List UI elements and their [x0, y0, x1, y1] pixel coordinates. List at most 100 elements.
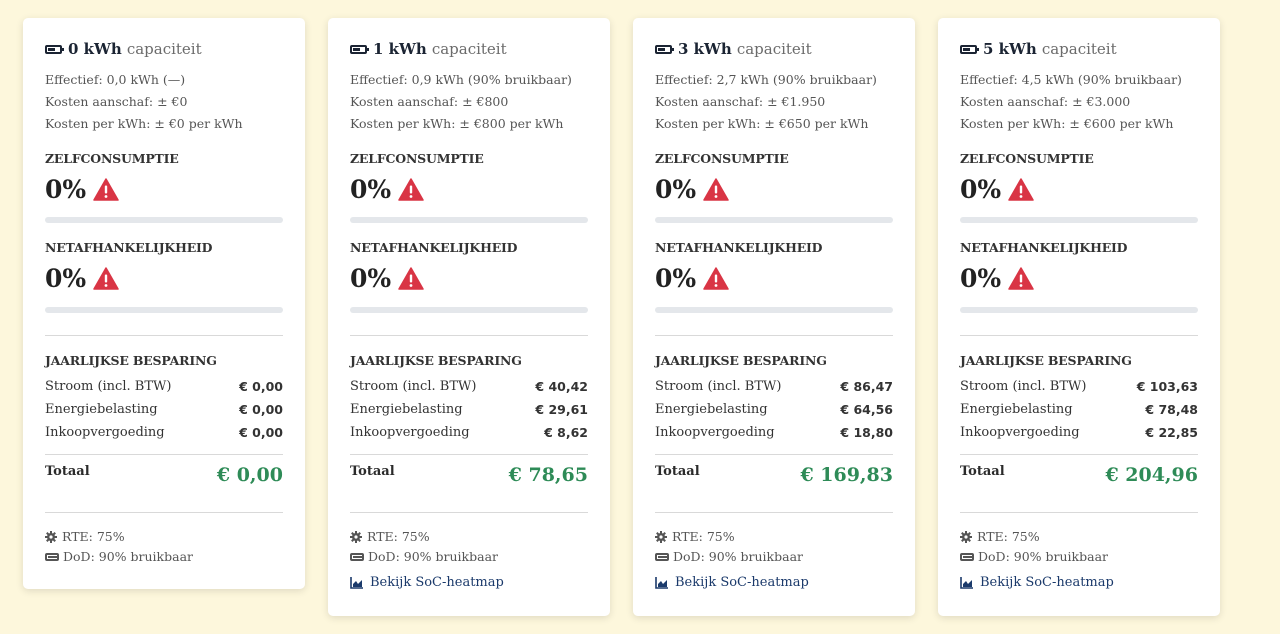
- card-title: 5 kWh capaciteit: [960, 40, 1117, 58]
- totaal-label: Totaal: [960, 464, 1005, 479]
- zelfconsumptie-value: 0%: [45, 175, 119, 204]
- netafhankelijkheid-label: NETAFHANKELIJKHEID: [655, 240, 823, 255]
- divider: [350, 454, 588, 455]
- energiebelasting-label: Energiebelasting: [350, 402, 463, 417]
- zelfconsumptie-bar: [45, 217, 283, 223]
- stroom-label: Stroom (incl. BTW): [45, 379, 172, 394]
- stroom-value: € 86,47: [840, 379, 893, 394]
- stroom-row: Stroom (incl. BTW) € 0,00: [45, 379, 283, 394]
- divider: [960, 454, 1198, 455]
- soc-heatmap-link[interactable]: Bekijk SoC-heatmap: [350, 575, 504, 590]
- stroom-value: € 0,00: [239, 379, 283, 394]
- kosten-aanschaf-text: Kosten aanschaf: ± €3.000: [960, 94, 1131, 109]
- netafhankelijkheid-value: 0%: [655, 264, 729, 293]
- netafhankelijkheid-percent: 0%: [960, 264, 1002, 293]
- jaarlijkse-besparing-label: JAARLIJKSE BESPARING: [45, 353, 217, 368]
- warning-icon: [93, 267, 119, 290]
- dod-text: DoD: 90% bruikbaar: [978, 549, 1108, 564]
- capacity-value: 3 kWh: [678, 40, 732, 58]
- divider: [350, 335, 588, 336]
- kosten-aanschaf-text: Kosten aanschaf: ± €0: [45, 94, 188, 109]
- netafhankelijkheid-percent: 0%: [655, 264, 697, 293]
- dod-info: DoD: 90% bruikbaar: [45, 549, 193, 564]
- effectief-text: Effectief: 0,0 kWh (—): [45, 72, 186, 87]
- energiebelasting-value: € 29,61: [535, 402, 588, 417]
- dod-text: DoD: 90% bruikbaar: [63, 549, 193, 564]
- capacity-suffix: capaciteit: [126, 40, 202, 58]
- zelfconsumptie-label: ZELFCONSUMPTIE: [655, 151, 789, 166]
- gear-icon: [350, 530, 362, 543]
- warning-icon: [398, 178, 424, 201]
- totaal-label: Totaal: [655, 464, 700, 479]
- battery-icon: [960, 44, 979, 54]
- divider: [960, 335, 1198, 336]
- soc-heatmap-link-text[interactable]: Bekijk SoC-heatmap: [675, 575, 809, 590]
- gear-icon: [655, 530, 667, 543]
- inkoopvergoeding-label: Inkoopvergoeding: [655, 425, 775, 440]
- netafhankelijkheid-value: 0%: [960, 264, 1034, 293]
- energiebelasting-value: € 0,00: [239, 402, 283, 417]
- netafhankelijkheid-label: NETAFHANKELIJKHEID: [350, 240, 518, 255]
- zelfconsumptie-percent: 0%: [45, 175, 87, 204]
- dod-text: DoD: 90% bruikbaar: [368, 549, 498, 564]
- totaal-value: € 169,83: [800, 464, 893, 486]
- capacity-value: 1 kWh: [373, 40, 427, 58]
- battery-icon: [655, 552, 669, 561]
- warning-icon: [1008, 267, 1034, 290]
- zelfconsumptie-percent: 0%: [655, 175, 697, 204]
- inkoopvergoeding-label: Inkoopvergoeding: [45, 425, 165, 440]
- card-title: 1 kWh capaciteit: [350, 40, 507, 58]
- battery-icon: [350, 44, 369, 54]
- zelfconsumptie-value: 0%: [655, 175, 729, 204]
- effectief-text: Effectief: 2,7 kWh (90% bruikbaar): [655, 72, 877, 87]
- jaarlijkse-besparing-label: JAARLIJKSE BESPARING: [350, 353, 522, 368]
- kosten-per-kwh-text: Kosten per kWh: ± €600 per kWh: [960, 116, 1174, 131]
- soc-heatmap-link-text[interactable]: Bekijk SoC-heatmap: [980, 575, 1114, 590]
- energiebelasting-row: Energiebelasting € 29,61: [350, 402, 588, 417]
- battery-card-0kwh: 0 kWh capaciteit Effectief: 0,0 kWh (—) …: [23, 18, 305, 589]
- netafhankelijkheid-bar: [655, 307, 893, 313]
- warning-icon: [93, 178, 119, 201]
- battery-icon: [655, 44, 674, 54]
- zelfconsumptie-label: ZELFCONSUMPTIE: [350, 151, 484, 166]
- inkoopvergoeding-value: € 18,80: [840, 425, 893, 440]
- divider: [45, 454, 283, 455]
- dod-info: DoD: 90% bruikbaar: [350, 549, 498, 564]
- card-title: 3 kWh capaciteit: [655, 40, 812, 58]
- rte-info: RTE: 75%: [45, 529, 125, 544]
- inkoopvergoeding-label: Inkoopvergoeding: [960, 425, 1080, 440]
- effectief-text: Effectief: 0,9 kWh (90% bruikbaar): [350, 72, 572, 87]
- capacity-suffix: capaciteit: [431, 40, 507, 58]
- rte-info: RTE: 75%: [960, 529, 1040, 544]
- dod-info: DoD: 90% bruikbaar: [655, 549, 803, 564]
- soc-heatmap-link[interactable]: Bekijk SoC-heatmap: [960, 575, 1114, 590]
- stroom-row: Stroom (incl. BTW) € 103,63: [960, 379, 1198, 394]
- kosten-aanschaf-text: Kosten aanschaf: ± €1.950: [655, 94, 826, 109]
- energiebelasting-row: Energiebelasting € 0,00: [45, 402, 283, 417]
- battery-icon: [350, 552, 364, 561]
- divider: [350, 512, 588, 513]
- netafhankelijkheid-label: NETAFHANKELIJKHEID: [45, 240, 213, 255]
- inkoopvergoeding-label: Inkoopvergoeding: [350, 425, 470, 440]
- capacity-suffix: capaciteit: [1041, 40, 1117, 58]
- divider: [655, 335, 893, 336]
- divider: [655, 512, 893, 513]
- kosten-per-kwh-text: Kosten per kWh: ± €650 per kWh: [655, 116, 869, 131]
- stroom-label: Stroom (incl. BTW): [960, 379, 1087, 394]
- zelfconsumptie-bar: [960, 217, 1198, 223]
- battery-icon: [960, 552, 974, 561]
- capacity-value: 5 kWh: [983, 40, 1037, 58]
- battery-icon: [45, 552, 59, 561]
- area-chart-icon: [350, 576, 363, 589]
- jaarlijkse-besparing-label: JAARLIJKSE BESPARING: [655, 353, 827, 368]
- totaal-label: Totaal: [45, 464, 90, 479]
- zelfconsumptie-bar: [350, 217, 588, 223]
- jaarlijkse-besparing-label: JAARLIJKSE BESPARING: [960, 353, 1132, 368]
- rte-text: RTE: 75%: [977, 529, 1040, 544]
- soc-heatmap-link-text[interactable]: Bekijk SoC-heatmap: [370, 575, 504, 590]
- soc-heatmap-link[interactable]: Bekijk SoC-heatmap: [655, 575, 809, 590]
- zelfconsumptie-percent: 0%: [960, 175, 1002, 204]
- zelfconsumptie-value: 0%: [960, 175, 1034, 204]
- inkoopvergoeding-row: Inkoopvergoeding € 18,80: [655, 425, 893, 440]
- energiebelasting-label: Energiebelasting: [655, 402, 768, 417]
